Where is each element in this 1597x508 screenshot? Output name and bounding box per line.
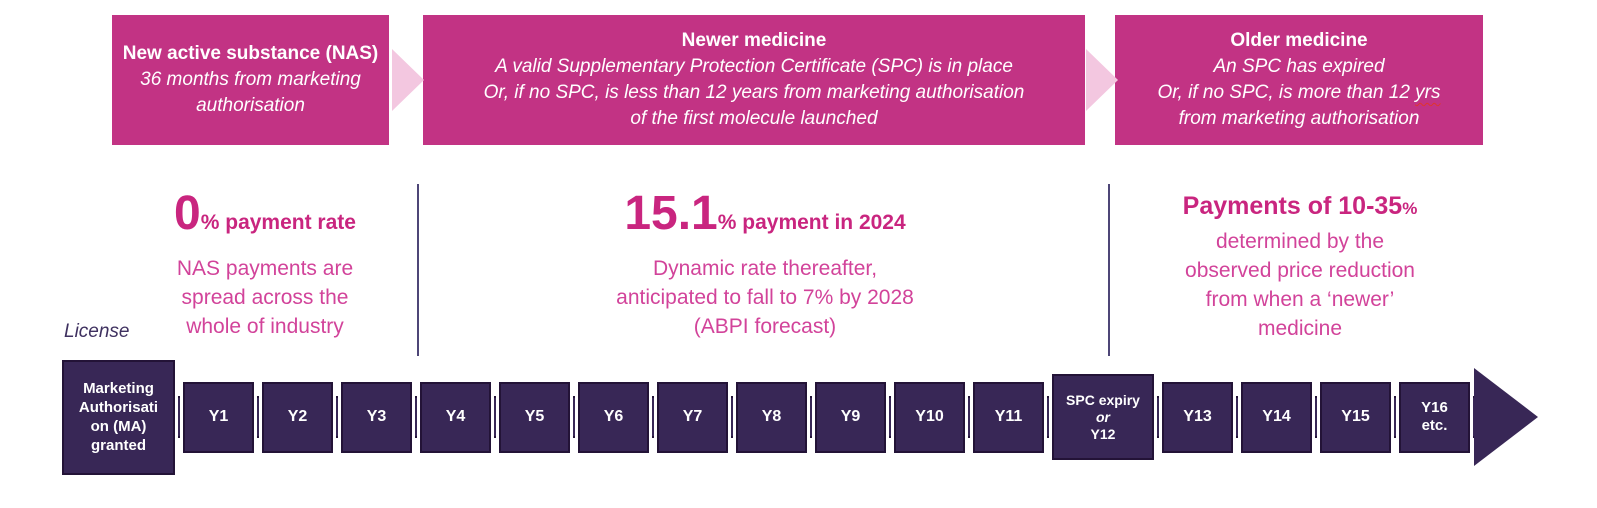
spc-expiry-box: SPC expiry or Y12 (1052, 374, 1154, 460)
older-rate-value: Payments of 10-35 (1182, 192, 1403, 220)
misspelled-word: yrs (1415, 82, 1441, 103)
header-box-older-medicine: Older medicine An SPC has expired Or, if… (1115, 15, 1483, 145)
year-box-y16-etc: Y16 etc. (1399, 381, 1470, 453)
year-box-y4: Y4 (420, 381, 491, 453)
ma-granted-box: Marketing Authorisati on (MA) granted (62, 359, 175, 475)
chevron-right-icon (392, 49, 424, 111)
older-subtitle-line: from marketing authorisation (1178, 108, 1420, 129)
year-box-y1: Y1 (183, 381, 254, 453)
newer-subtitle-line: of the first molecule launched (630, 108, 878, 129)
spc-line: Y12 (1090, 425, 1116, 442)
newer-subtitle-line: Or, if no SPC, is less than 12 years fro… (483, 82, 1025, 103)
older-subtitle: An SPC has expired Or, if no SPC, is mor… (1121, 54, 1477, 132)
year-box-y6: Y6 (578, 381, 649, 453)
nas-rate-suffix: % payment rate (200, 211, 356, 234)
newer-rate-headline: 15.1% payment in 2024 (475, 190, 1055, 247)
ma-line: granted (90, 437, 146, 454)
header-box-newer-medicine: Newer medicine A valid Supplementary Pro… (423, 15, 1085, 145)
year-box-y10: Y10 (894, 381, 965, 453)
older-rate-line: observed price reduction (1185, 259, 1415, 282)
spc-line-or: or (1096, 408, 1110, 425)
header-box-nas: New active substance (NAS) 36 months fro… (112, 15, 389, 145)
older-subtitle-line: An SPC has expired (1213, 56, 1385, 77)
older-title: Older medicine (1230, 30, 1368, 51)
timeline-arrowhead-icon (1474, 368, 1538, 466)
newer-rate-line: (ABPI forecast) (693, 315, 837, 338)
year-box-y8: Y8 (736, 381, 807, 453)
ma-line: Marketing (83, 380, 154, 397)
nas-rate-line: whole of industry (186, 315, 344, 338)
year-box-y3: Y3 (341, 381, 412, 453)
spc-line: SPC expiry (1066, 391, 1140, 408)
nas-subtitle: 36 months from marketing authorisation (140, 69, 361, 116)
year-box-y13: Y13 (1162, 381, 1233, 453)
nas-title: New active substance (NAS) (122, 43, 379, 64)
nas-rate-value: 0 (174, 187, 201, 240)
license-label: License (64, 321, 130, 342)
section-divider (417, 184, 419, 356)
y16-line: Y16 (1421, 399, 1448, 416)
nas-rate-line: spread across the (181, 286, 349, 309)
nas-rate-headline: 0% payment rate (125, 190, 405, 247)
older-rate-section: Payments of 10-35% determined by the obs… (1122, 190, 1478, 343)
nas-rate-section: 0% payment rate NAS payments are spread … (125, 190, 405, 341)
newer-subtitle-line: A valid Supplementary Protection Certifi… (495, 56, 1013, 77)
newer-rate-line: Dynamic rate thereafter, (652, 257, 878, 280)
newer-rate-value: 15.1 (624, 187, 718, 240)
section-divider (1108, 184, 1110, 356)
y16-line: etc. (1421, 417, 1448, 434)
ma-line: on (MA) (90, 418, 147, 435)
newer-rate-section: 15.1% payment in 2024 Dynamic rate there… (475, 190, 1055, 341)
older-subtitle-line: Or, if no SPC, is more than 12 yrs (1121, 80, 1477, 106)
year-box-y7: Y7 (657, 381, 728, 453)
year-box-y2: Y2 (262, 381, 333, 453)
older-rate-percent: % (1402, 199, 1418, 218)
ma-line: Authorisati (78, 399, 159, 416)
year-box-y11: Y11 (973, 381, 1044, 453)
newer-subtitle: A valid Supplementary Protection Certifi… (429, 54, 1079, 132)
year-box-y9: Y9 (815, 381, 886, 453)
older-rate-line: determined by the (1215, 230, 1385, 253)
year-box-y5: Y5 (499, 381, 570, 453)
timeline-row: Marketing Authorisati on (MA) granted Y1… (62, 350, 1538, 484)
year-box-y14: Y14 (1241, 381, 1312, 453)
year-box-y15: Y15 (1320, 381, 1391, 453)
newer-title: Newer medicine (681, 30, 827, 51)
newer-rate-line: anticipated to fall to 7% by 2028 (616, 286, 914, 309)
older-rate-line: medicine (1257, 317, 1343, 340)
newer-rate-suffix: % payment in 2024 (717, 211, 906, 234)
chevron-right-icon (1086, 49, 1118, 111)
nas-rate-line: NAS payments are (176, 257, 354, 280)
older-line2-prefix: Or, if no SPC, is more than 12 (1157, 82, 1416, 103)
older-rate-headline: Payments of 10-35% (1122, 190, 1478, 225)
older-rate-line: from when a ‘newer’ (1205, 288, 1395, 311)
